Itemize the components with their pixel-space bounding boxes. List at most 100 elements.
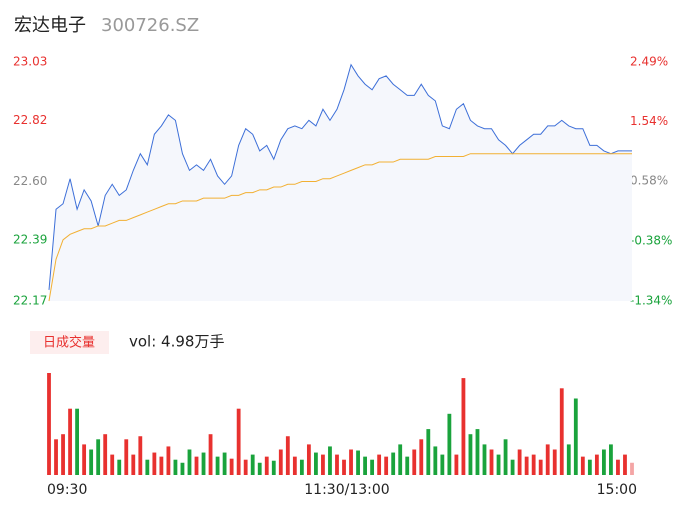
volume-bar bbox=[236, 408, 241, 475]
volume-bar bbox=[278, 449, 283, 475]
volume-bar bbox=[271, 460, 276, 475]
y2-tick-label: 2.49% bbox=[630, 55, 668, 69]
volume-bar bbox=[82, 444, 87, 475]
volume-bar bbox=[566, 444, 571, 475]
volume-bar bbox=[103, 434, 108, 475]
volume-bar bbox=[391, 452, 396, 475]
volume-bar bbox=[349, 449, 353, 475]
y2-tick-label: 0.58% bbox=[630, 174, 668, 188]
volume-bar bbox=[187, 449, 192, 475]
x-tick-label: 09:30 bbox=[47, 482, 87, 498]
volume-bar bbox=[215, 456, 220, 475]
volume-bar bbox=[68, 408, 72, 475]
volume-bar bbox=[503, 439, 508, 475]
x-tick-label: 15:00 bbox=[597, 482, 637, 498]
legend-label: 日成交量 bbox=[43, 335, 95, 351]
x-tick-label: 11:30/13:00 bbox=[304, 482, 389, 498]
volume-bar bbox=[609, 444, 613, 475]
volume-bar bbox=[496, 454, 501, 475]
volume-bar bbox=[292, 456, 297, 475]
volume-bar bbox=[524, 456, 529, 475]
volume-bar bbox=[166, 446, 171, 475]
y-tick-label: 23.03 bbox=[13, 55, 47, 69]
volume-bar bbox=[342, 459, 346, 475]
volume-bar bbox=[440, 454, 445, 475]
volume-bar bbox=[468, 434, 473, 475]
volume-bar bbox=[398, 444, 403, 475]
volume-bar bbox=[159, 456, 164, 475]
volume-bar bbox=[616, 459, 620, 475]
volume-bar bbox=[573, 398, 578, 475]
volume-bar bbox=[131, 454, 136, 475]
volume-bar bbox=[299, 459, 304, 475]
volume-bar bbox=[201, 452, 206, 475]
volume-bar bbox=[314, 452, 318, 475]
volume-bar bbox=[538, 459, 543, 475]
volume-bar bbox=[580, 456, 585, 475]
volume-bar bbox=[405, 456, 410, 475]
volume-bar bbox=[328, 446, 332, 475]
y-tick-label: 22.82 bbox=[13, 113, 47, 127]
volume-bar bbox=[145, 459, 150, 475]
volume-bar bbox=[194, 456, 199, 475]
volume-bar bbox=[601, 449, 606, 475]
volume-bar bbox=[229, 458, 234, 475]
volume-bar bbox=[321, 454, 325, 475]
y-tick-label: 22.39 bbox=[13, 232, 47, 246]
volume-bar bbox=[152, 452, 157, 475]
price-area bbox=[49, 64, 632, 301]
volume-bar bbox=[482, 444, 487, 475]
volume-bar bbox=[419, 439, 424, 475]
volume-bar bbox=[243, 459, 248, 475]
price-line bbox=[48, 63, 632, 290]
volume-bar bbox=[363, 456, 367, 475]
volume-bar bbox=[47, 373, 51, 475]
volume-bar bbox=[54, 439, 58, 475]
volume-bar bbox=[377, 454, 382, 475]
volume-bar bbox=[545, 444, 550, 475]
volume-bar bbox=[517, 449, 522, 475]
volume-bar bbox=[257, 462, 262, 475]
volume-bar bbox=[552, 449, 557, 475]
volume-bar bbox=[75, 408, 80, 475]
volume-bar bbox=[370, 459, 375, 475]
volume-bar bbox=[384, 456, 389, 475]
y2-tick-label: -0.38% bbox=[630, 234, 672, 248]
y2-tick-label: 1.54% bbox=[630, 114, 668, 128]
volume-bar bbox=[180, 462, 185, 475]
volume-bar bbox=[208, 434, 213, 475]
volume-bar bbox=[356, 450, 360, 475]
volume-bar bbox=[510, 459, 515, 475]
stock-code: 300726.SZ bbox=[101, 15, 199, 36]
volume-bar bbox=[454, 454, 459, 475]
volume-bar bbox=[61, 434, 65, 475]
volume-bar bbox=[594, 454, 599, 475]
volume-bar bbox=[461, 378, 466, 475]
volume-bar bbox=[285, 436, 290, 475]
volume-bar bbox=[433, 446, 438, 475]
volume-bar bbox=[489, 449, 494, 475]
stock-name: 宏达电子 bbox=[14, 15, 86, 36]
volume-bar bbox=[531, 454, 536, 475]
volume-bar bbox=[335, 454, 339, 475]
volume-bar bbox=[475, 429, 480, 475]
volume-bar bbox=[559, 388, 564, 475]
volume-bar bbox=[96, 439, 101, 475]
avg-line bbox=[48, 153, 632, 302]
volume-bar bbox=[447, 413, 452, 475]
volume-bar bbox=[587, 459, 592, 475]
volume-bar bbox=[264, 456, 269, 475]
legend-box bbox=[30, 331, 109, 354]
volume-bar bbox=[630, 462, 634, 475]
volume-bar bbox=[124, 439, 129, 475]
volume-bar bbox=[173, 459, 178, 475]
volume-bar bbox=[89, 449, 94, 475]
volume-bar bbox=[222, 452, 227, 475]
y-tick-label: 22.60 bbox=[13, 174, 47, 188]
volume-bar bbox=[426, 429, 431, 475]
volume-bar bbox=[412, 449, 417, 475]
volume-bar bbox=[623, 454, 627, 475]
volume-bar bbox=[117, 459, 122, 475]
